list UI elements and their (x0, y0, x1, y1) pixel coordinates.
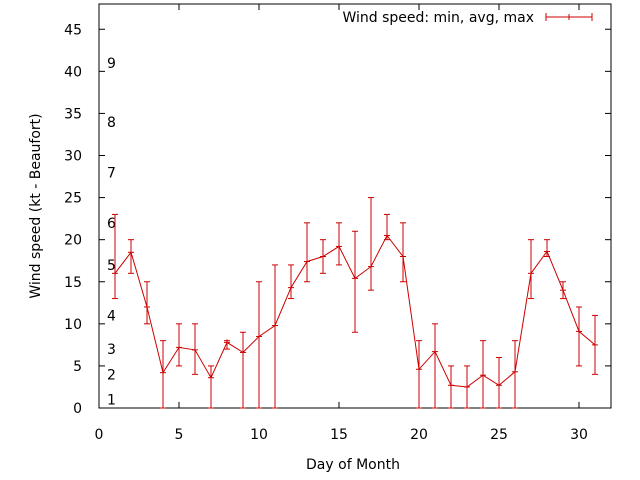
y-tick-label: 25 (64, 191, 82, 207)
x-axis-ticks: 0 5 10 15 20 25 30 (95, 4, 588, 443)
beaufort-scale-labels: 1 2 3 4 5 6 7 8 9 (107, 56, 116, 409)
y-tick-label: 35 (64, 106, 82, 122)
x-tick-label: 5 (175, 427, 184, 443)
x-axis-label: Day of Month (306, 457, 400, 473)
x-tick-label: 25 (490, 427, 508, 443)
y-tick-label: 10 (64, 317, 82, 333)
y-axis-label: Wind speed (kt - Beaufort) (28, 113, 44, 298)
y-tick-label: 5 (73, 359, 82, 375)
beaufort-label: 5 (107, 258, 116, 274)
beaufort-label: 4 (107, 308, 116, 324)
beaufort-label: 1 (107, 393, 116, 409)
x-tick-label: 30 (570, 427, 588, 443)
beaufort-label: 3 (107, 342, 116, 358)
y-tick-label: 45 (64, 22, 82, 38)
beaufort-label: 8 (107, 115, 116, 131)
beaufort-label: 6 (107, 216, 116, 232)
y-tick-label: 15 (64, 275, 82, 291)
y-tick-label: 40 (64, 64, 82, 80)
legend-label: Wind speed: min, avg, max (342, 10, 534, 26)
beaufort-label: 2 (107, 367, 116, 383)
beaufort-label: 9 (107, 56, 116, 72)
x-tick-label: 15 (330, 427, 348, 443)
beaufort-label: 7 (107, 165, 116, 181)
plot-frame (98, 3, 612, 409)
y-tick-label: 0 (73, 401, 82, 417)
x-tick-label: 20 (410, 427, 428, 443)
y-tick-label: 30 (64, 149, 82, 165)
x-tick-label: 0 (95, 427, 104, 443)
y-tick-label: 20 (64, 233, 82, 249)
legend: Wind speed: min, avg, max (342, 10, 593, 26)
x-tick-label: 10 (250, 427, 268, 443)
series-group (112, 197, 598, 409)
